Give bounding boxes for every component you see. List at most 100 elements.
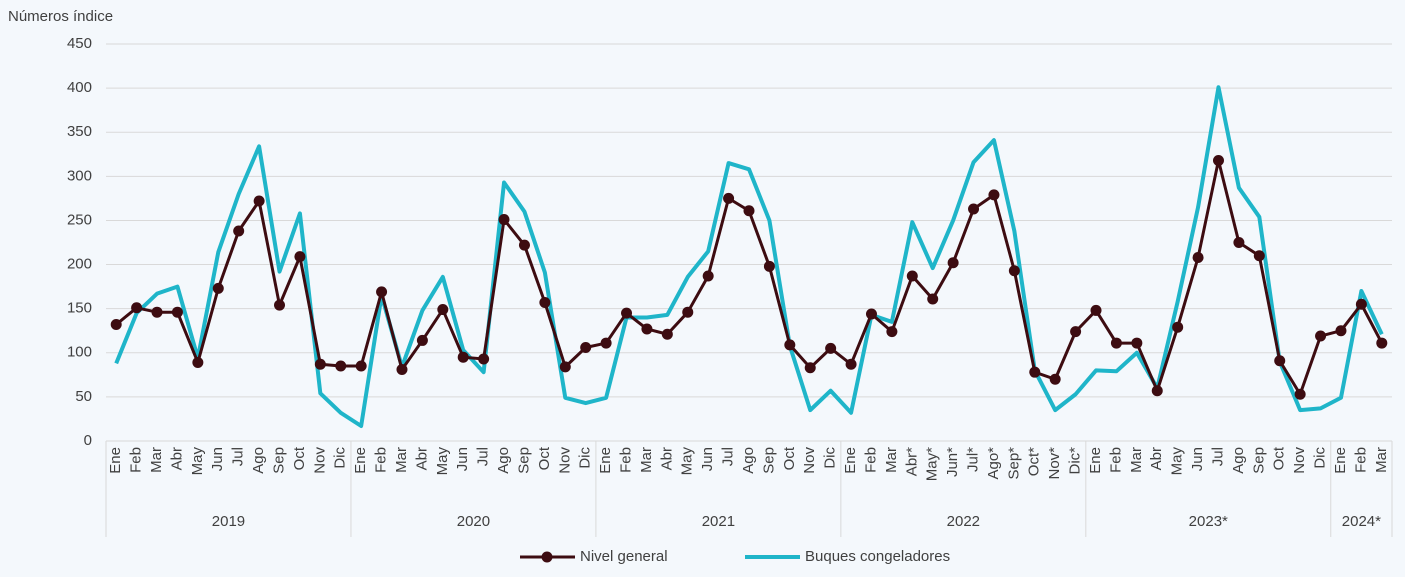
group-label: 2019 — [212, 513, 245, 530]
x-tick-label: May* — [924, 447, 941, 481]
point — [1151, 385, 1163, 397]
point — [1355, 298, 1367, 310]
x-tick-label: Sep — [515, 447, 532, 474]
point — [1294, 388, 1306, 400]
point — [335, 360, 347, 372]
point — [927, 293, 939, 305]
x-tick-label: Sep — [1250, 447, 1267, 474]
point — [804, 362, 816, 374]
x-tick-label: Mar — [883, 447, 900, 473]
group-label: 2021 — [702, 513, 735, 530]
point — [845, 358, 857, 370]
point — [1274, 355, 1286, 367]
point — [1090, 304, 1102, 316]
point — [396, 364, 408, 376]
x-tick-label: Abr* — [903, 447, 920, 476]
point — [947, 257, 959, 269]
x-tick-label: May — [434, 447, 451, 476]
y-tick-label: 350 — [67, 123, 92, 140]
group-label: 2020 — [457, 513, 490, 530]
x-tick-label: May — [189, 447, 206, 476]
x-tick-label: Nov* — [1046, 447, 1063, 480]
group-label: 2024* — [1342, 513, 1381, 530]
point — [539, 296, 551, 308]
point — [1131, 337, 1143, 349]
x-tick-label: Ene — [597, 447, 614, 474]
x-tick-label: Feb — [1107, 447, 1124, 473]
x-tick-label: Ago — [1230, 447, 1247, 474]
x-tick-label: Dic — [577, 447, 594, 469]
x-tick-label: Feb — [1352, 447, 1369, 473]
x-tick-label: Abr — [658, 447, 675, 470]
x-tick-label: Oct — [536, 446, 553, 470]
point — [723, 192, 735, 204]
x-tick-label: Jul — [720, 447, 737, 466]
x-tick-label: Oct — [781, 446, 798, 470]
x-tick-label: Sep — [270, 447, 287, 474]
point — [1008, 265, 1020, 277]
point — [478, 353, 490, 365]
x-tick-label: Nov — [1291, 447, 1308, 474]
point — [1172, 321, 1184, 333]
legend-label: Buques congeladores — [805, 548, 950, 565]
x-tick-label: Dic — [1312, 447, 1329, 469]
x-tick-label: Jun — [209, 447, 226, 471]
y-tick-label: 200 — [67, 256, 92, 273]
point — [171, 306, 183, 318]
point — [131, 302, 143, 314]
y-tick-label: 100 — [67, 344, 92, 361]
x-tick-label: Abr — [413, 447, 430, 470]
point — [416, 334, 428, 346]
point — [1110, 337, 1122, 349]
x-tick-label: Jun — [699, 447, 716, 471]
point — [906, 270, 918, 282]
point — [457, 351, 469, 363]
x-tick-label: Sep — [760, 447, 777, 474]
legend-label: Nivel general — [580, 548, 668, 565]
group-label: 2023* — [1189, 513, 1228, 530]
point — [1029, 366, 1041, 378]
x-tick-label: Mar — [1128, 447, 1145, 473]
group-label: 2022 — [947, 513, 980, 530]
x-tick-label: Oct — [291, 446, 308, 470]
point — [600, 337, 612, 349]
x-tick-label: Mar — [148, 447, 165, 473]
x-tick-label: Nov — [556, 447, 573, 474]
point — [1335, 325, 1347, 337]
point — [661, 328, 673, 340]
x-tick-label: Abr — [168, 447, 185, 470]
x-tick-label: Ene — [1332, 447, 1349, 474]
x-tick-label: Mar — [393, 447, 410, 473]
y-axis-label: Números índice — [8, 8, 113, 25]
point — [151, 306, 163, 318]
x-tick-label: Jul — [1209, 447, 1226, 466]
point — [886, 326, 898, 338]
y-tick-label: 250 — [67, 211, 92, 228]
y-tick-label: 450 — [67, 35, 92, 52]
x-tick-label: Ago — [250, 447, 267, 474]
point — [1070, 326, 1082, 338]
point — [641, 323, 653, 335]
x-tick-label: Oct — [1271, 446, 1288, 470]
x-tick-label: Feb — [373, 447, 390, 473]
y-tick-label: 0 — [84, 432, 92, 449]
x-tick-label: Jul* — [965, 447, 982, 472]
point — [763, 260, 775, 272]
x-tick-label: Mar — [1373, 447, 1390, 473]
x-tick-label: Abr — [1148, 447, 1165, 470]
legend-marker — [541, 551, 553, 563]
point — [1376, 337, 1388, 349]
x-tick-label: Ago — [740, 447, 757, 474]
y-tick-label: 50 — [75, 388, 92, 405]
x-tick-label: Jul — [230, 447, 247, 466]
point — [212, 282, 224, 294]
point — [559, 361, 571, 373]
x-tick-label: Dic — [822, 447, 839, 469]
x-tick-label: Ene — [842, 447, 859, 474]
point — [580, 341, 592, 353]
x-tick-label: Jul — [475, 447, 492, 466]
point — [743, 205, 755, 217]
point — [498, 214, 510, 226]
point — [621, 307, 633, 319]
